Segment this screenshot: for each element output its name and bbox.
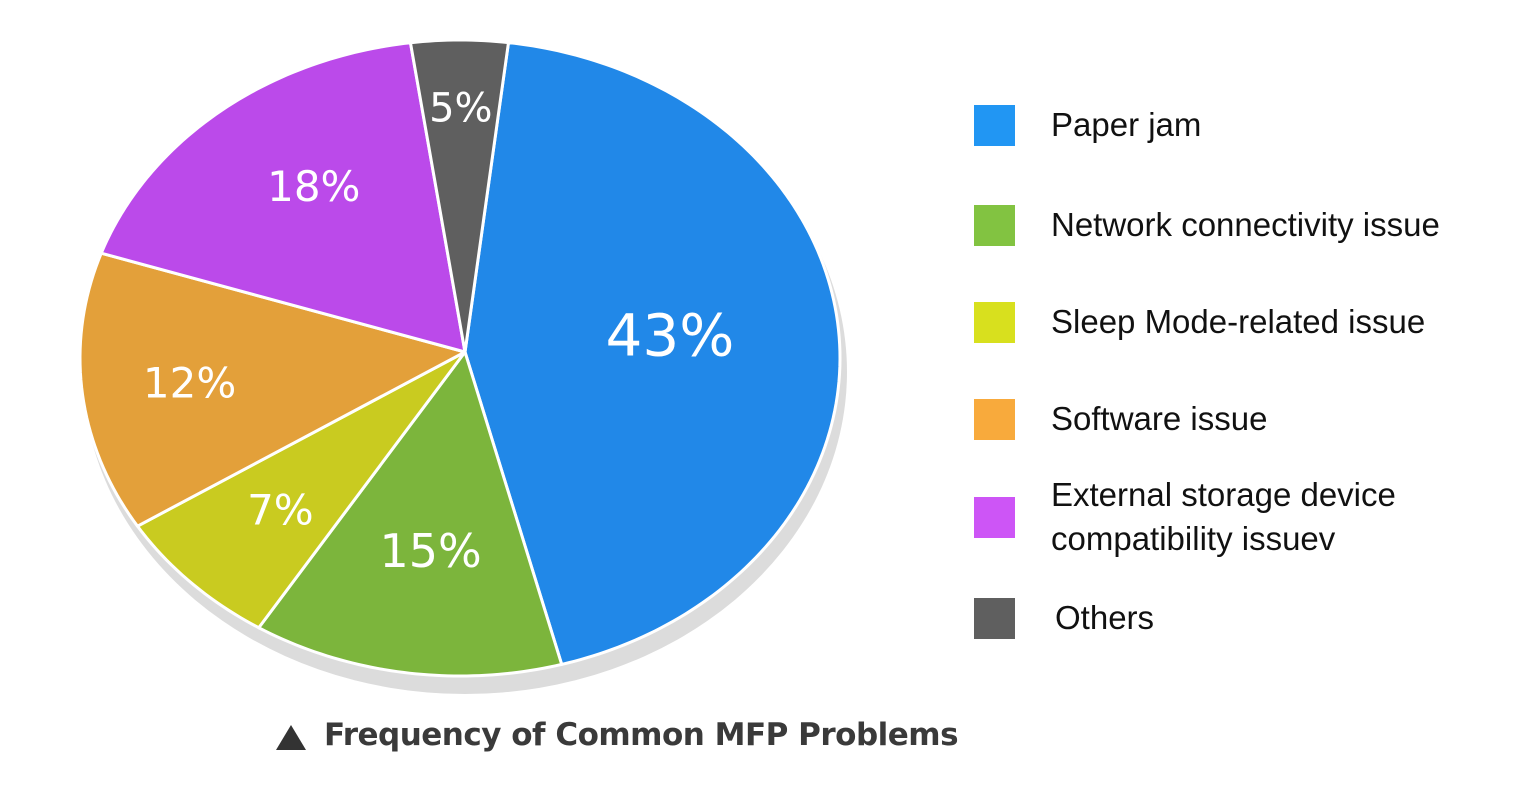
slice-value-label: 5% xyxy=(429,86,492,132)
legend-label: Sleep Mode-related issue xyxy=(1051,303,1426,340)
legend-swatch xyxy=(974,597,1015,639)
legend-item: External storage device compatibility is… xyxy=(974,473,1396,561)
slice-value-label: 7% xyxy=(247,486,314,535)
legend-swatch xyxy=(974,204,1015,246)
legend-label: Others xyxy=(1055,599,1155,636)
chart-caption: Frequency of Common MFP Problems xyxy=(276,717,959,753)
legend-label: External storage device compatibility is… xyxy=(1051,476,1396,557)
legend-label: Software issue xyxy=(1051,400,1268,437)
pie-slice-5 xyxy=(408,38,510,354)
slice-value-label: 18% xyxy=(267,162,360,211)
legend-item: Sleep Mode-related issue xyxy=(974,299,1425,345)
slice-value-label: 12% xyxy=(143,358,236,407)
legend-swatch xyxy=(974,104,1015,146)
triangle-up-icon xyxy=(276,724,306,750)
pie-slice-labels: 43% 15% 7% 12% 18% 5% xyxy=(143,86,734,578)
pie-slice-4 xyxy=(99,41,467,354)
pie-slice-1 xyxy=(257,350,564,678)
legend-label: Paper jam xyxy=(1051,106,1202,143)
legend-label: Network connectivity issue xyxy=(1051,206,1440,243)
caption-title: Frequency of Common MFP Problems xyxy=(324,717,959,753)
legend-item: Network connectivity issue xyxy=(974,202,1440,248)
pie-slice-0 xyxy=(463,41,842,666)
pie-slice-3 xyxy=(78,251,467,528)
pie-chart: 43% 15% 7% 12% 18% 5% xyxy=(78,38,847,694)
legend-item: Others xyxy=(974,595,1154,641)
legend-item: Software issue xyxy=(974,396,1267,442)
slice-value-label: 15% xyxy=(379,524,481,578)
legend-swatch xyxy=(974,496,1015,538)
legend-item: Paper jam xyxy=(974,102,1201,148)
legend-swatch xyxy=(974,301,1015,343)
legend-swatch xyxy=(974,398,1015,440)
slice-value-label: 43% xyxy=(605,302,734,370)
pie-slices xyxy=(78,38,842,678)
pie-slice-2 xyxy=(135,350,467,630)
